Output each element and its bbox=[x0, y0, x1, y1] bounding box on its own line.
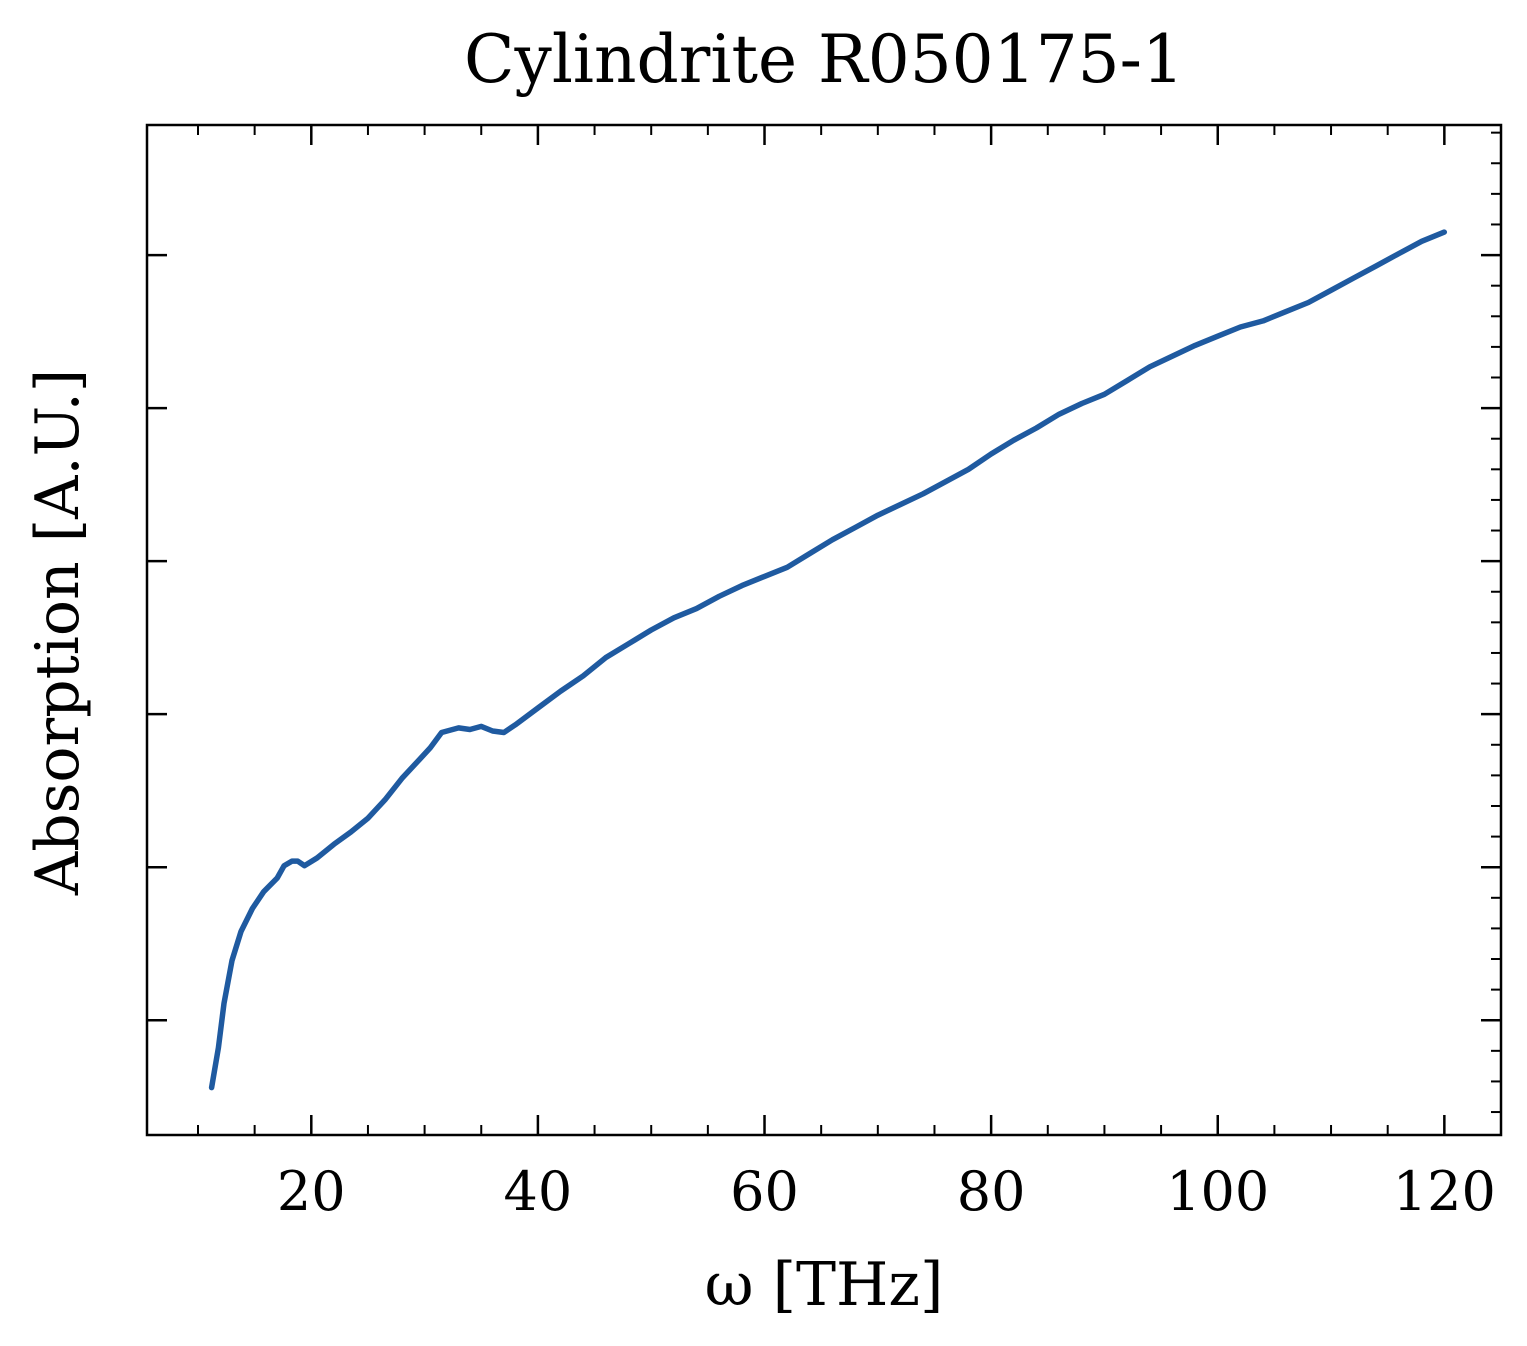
series-line bbox=[208, 229, 1448, 1091]
x-tick-label: 80 bbox=[957, 1160, 1026, 1223]
x-tick-label: 40 bbox=[504, 1160, 573, 1223]
x-tick-labels: 20 40 60 80 100 120 bbox=[277, 1160, 1496, 1223]
axis-ticks bbox=[147, 125, 1502, 1135]
x-tick-label: 60 bbox=[730, 1160, 799, 1223]
x-axis-label: ω [THz] bbox=[705, 1250, 944, 1320]
x-tick-label: 20 bbox=[277, 1160, 346, 1223]
x-tick-label: 120 bbox=[1393, 1160, 1496, 1223]
x-tick-label: 100 bbox=[1166, 1160, 1269, 1223]
y-axis-label: Absorption [A.U.] bbox=[23, 369, 93, 896]
chart-title: Cylindrite R050175-1 bbox=[464, 21, 1184, 98]
plot-frame bbox=[145, 123, 1503, 1137]
